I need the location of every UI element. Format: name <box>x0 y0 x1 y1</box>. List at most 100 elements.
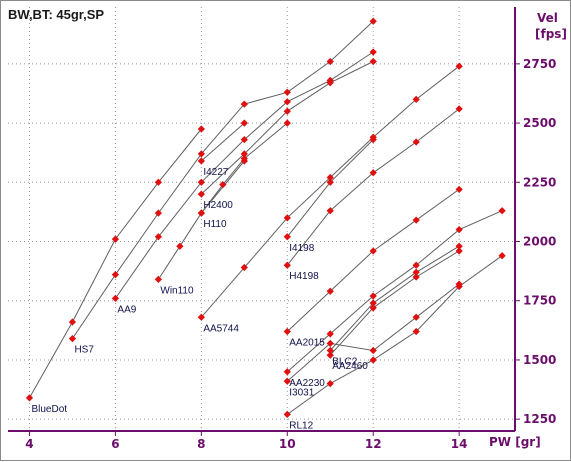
series-label-aa9: AA9 <box>117 304 136 315</box>
data-point <box>240 136 248 144</box>
data-point <box>111 235 120 243</box>
data-point <box>326 207 334 215</box>
data-point <box>369 304 377 312</box>
series-label-bluedot: BlueDot <box>31 404 67 415</box>
data-point <box>455 247 463 255</box>
data-point <box>154 233 163 241</box>
y-tick-label: 1250 <box>523 412 556 426</box>
data-point <box>498 252 506 260</box>
data-point <box>326 346 334 355</box>
data-point <box>197 209 205 217</box>
data-point <box>111 271 120 279</box>
data-point <box>240 119 248 127</box>
y-axis-unit: [fps] <box>535 27 567 41</box>
series-line-h110 <box>200 122 288 214</box>
series-label-i4227: I4227 <box>203 167 228 178</box>
data-point <box>240 157 248 165</box>
series-line-aa2460 <box>329 250 460 356</box>
data-point <box>412 313 420 321</box>
data-point <box>154 178 163 186</box>
series-line-i4227 <box>200 122 245 162</box>
data-point <box>369 57 377 66</box>
data-point <box>197 178 205 186</box>
y-tick-label: 1750 <box>523 294 556 308</box>
data-point <box>455 242 463 250</box>
data-point <box>326 79 334 87</box>
x-tick-label: 4 <box>25 437 33 451</box>
y-axis-label: Vel <box>537 11 558 25</box>
data-point <box>326 339 334 347</box>
y-tick-label: 2500 <box>523 116 556 130</box>
data-point <box>369 356 377 364</box>
data-point <box>219 181 227 189</box>
series-label-h2400: H2400 <box>203 200 233 211</box>
series-line-aa2230 <box>286 210 503 373</box>
series-line-hs7 <box>71 20 374 339</box>
data-point <box>369 169 377 177</box>
data-point <box>154 209 163 217</box>
data-point <box>283 214 291 222</box>
series-label-i4198: I4198 <box>289 243 314 254</box>
data-point <box>197 125 205 133</box>
data-point <box>283 119 291 127</box>
data-point <box>283 368 291 376</box>
data-point <box>283 261 291 269</box>
data-point <box>455 62 463 70</box>
series-label-h110: H110 <box>203 219 227 230</box>
data-point <box>455 105 463 113</box>
series-line-blc2 <box>329 245 460 351</box>
series-label-aa2015: AA2015 <box>289 338 325 349</box>
data-point <box>326 351 334 359</box>
series-label-blc2: BLC2 <box>332 356 357 367</box>
data-point <box>197 150 205 158</box>
data-point <box>283 410 291 419</box>
data-point <box>498 207 506 215</box>
data-point <box>412 261 420 269</box>
series-label-h4198: H4198 <box>289 271 319 282</box>
data-point <box>68 334 77 343</box>
data-point <box>455 282 463 291</box>
data-point <box>369 346 377 355</box>
data-point <box>369 17 377 25</box>
series-label-win110: Win110 <box>160 285 194 296</box>
series-line-aa9 <box>114 51 374 299</box>
data-point <box>369 292 377 300</box>
data-point <box>455 226 463 234</box>
x-tick-label: 6 <box>111 437 119 451</box>
data-point <box>412 327 420 336</box>
y-tick-label: 1500 <box>523 353 556 367</box>
data-point <box>412 216 420 224</box>
chart-title: BW,BT: 45gr,SP <box>8 7 105 22</box>
data-point <box>412 138 420 146</box>
series-label-hs7: HS7 <box>74 345 94 356</box>
x-tick-label: 8 <box>197 437 205 451</box>
data-point <box>412 273 420 281</box>
data-point <box>326 287 334 295</box>
x-axis-label: PW [gr] <box>489 435 541 449</box>
series-label-aa2230: AA2230 <box>289 378 325 389</box>
data-point <box>197 157 205 165</box>
series-line-rl12 <box>287 255 503 415</box>
data-point <box>455 185 463 194</box>
series-label-aa2460: AA2460 <box>332 361 368 372</box>
data-point <box>283 377 291 385</box>
data-point <box>369 48 377 56</box>
data-point <box>283 88 291 96</box>
data-point <box>25 394 34 402</box>
data-point <box>283 233 291 241</box>
data-point <box>111 294 120 302</box>
data-point <box>154 275 163 284</box>
y-tick-label: 2750 <box>523 57 556 71</box>
data-point <box>68 318 77 326</box>
x-tick-label: 10 <box>279 437 296 451</box>
data-point <box>326 330 334 338</box>
series-label-rl12: RL12 <box>289 420 313 431</box>
x-tick-label: 12 <box>365 437 382 451</box>
data-point <box>369 299 377 307</box>
series-label-aa5744: AA5744 <box>203 323 239 334</box>
data-point <box>240 100 248 108</box>
data-point <box>412 268 420 276</box>
data-point <box>369 247 377 255</box>
